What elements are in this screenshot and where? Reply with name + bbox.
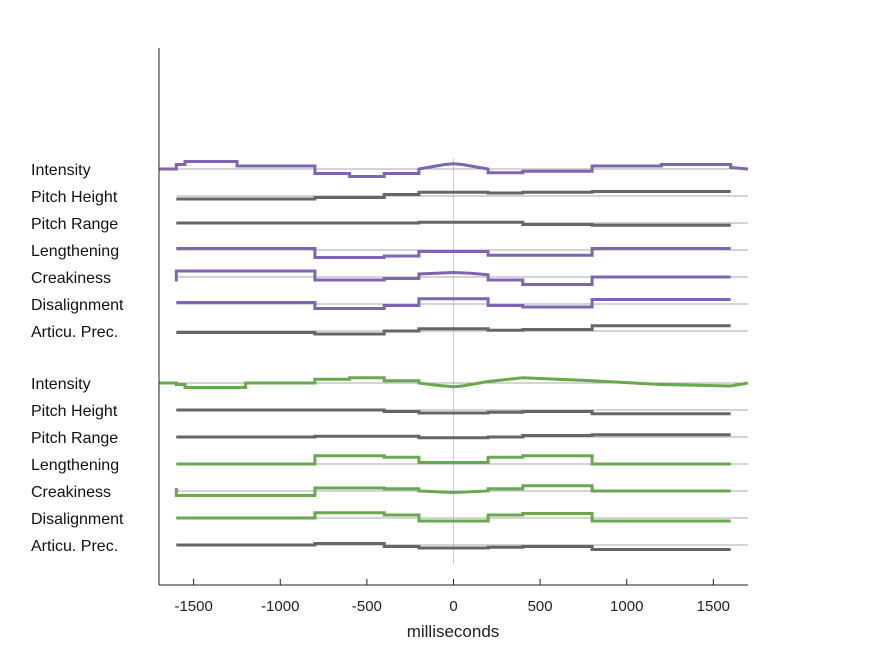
series-line-lengthening-group-1 [176,247,731,259]
axis-layer: -1500 -1000 -500 0 500 1000 1500 [158,48,748,615]
x-tick-label: -1000 [261,598,299,615]
feature-label-layer: Intensity Pitch Height Pitch Range Lengthen… [31,162,124,555]
x-tick-label: 0 [449,598,457,615]
series-line-intensity-group-2 [159,376,749,389]
x-tick-label: 1000 [610,598,643,615]
feature-label: Disalignment [31,297,124,314]
feature-label: Disalignment [31,511,124,528]
feature-label: Lengthening [31,457,119,474]
feature-label: Intensity [31,376,91,393]
x-tick-label: -500 [352,598,382,615]
series-line-articu-prec-group-1 [176,324,731,336]
feature-label: Pitch Height [31,403,118,420]
series-line-articu-prec-group-2 [176,542,731,551]
x-tick-label: -1500 [174,598,212,615]
feature-label: Creakiness [31,270,111,287]
series-line-creakiness-group-1 [174,269,731,286]
series-line-disalignment-group-1 [176,297,731,310]
series-line-pitch-height-group-2 [176,408,731,416]
series-line-lengthening-group-2 [176,454,731,466]
series-line-pitch-range-group-2 [176,433,731,440]
series-line-pitch-range-group-1 [176,220,731,227]
series-line-pitch-height-group-1 [176,190,731,201]
series-line-intensity-group-1 [159,160,749,178]
feature-label: Lengthening [31,243,119,260]
feature-label: Intensity [31,162,91,179]
series-line-disalignment-group-2 [176,511,731,523]
feature-label: Pitch Range [31,216,118,233]
feature-label: Articu. Prec. [31,538,118,555]
feature-label: Creakiness [31,484,111,501]
x-axis-title: milliseconds [407,622,500,641]
series-layer [159,160,749,551]
feature-label: Articu. Prec. [31,324,118,341]
x-tick-label: 500 [528,598,553,615]
series-line-creakiness-group-2 [174,484,731,497]
x-tick-label: 1500 [697,598,730,615]
feature-label: Pitch Height [31,189,118,206]
feature-label: Pitch Range [31,430,118,447]
